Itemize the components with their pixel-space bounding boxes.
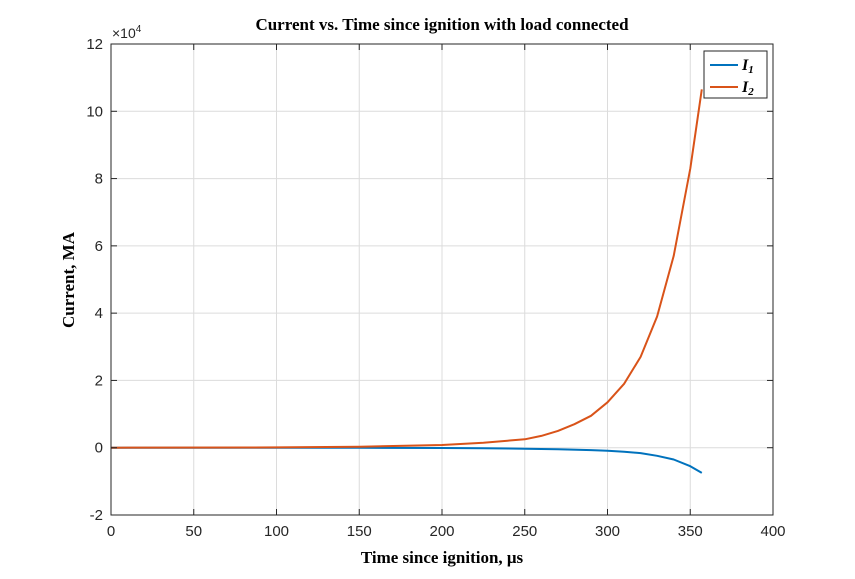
- legend-label-i1-name: I: [741, 57, 749, 74]
- x-tick-label: 0: [107, 523, 115, 540]
- legend-label-i2: I2: [741, 79, 754, 98]
- legend-label-i2-sub: 2: [747, 86, 754, 98]
- series-line-i1: [111, 446, 703, 474]
- y-tick-label: 6: [95, 238, 103, 255]
- x-tick-label: 150: [347, 523, 372, 540]
- x-tick-label: 50: [185, 523, 202, 540]
- series-layer: [110, 89, 703, 474]
- series-line-i2: [110, 89, 703, 449]
- x-tick-label: 250: [512, 523, 537, 540]
- x-tick-label: 300: [595, 523, 620, 540]
- y-tick-label: 12: [86, 36, 103, 53]
- y-tick-label: 0: [95, 440, 103, 457]
- y-tick-label: -2: [90, 507, 103, 524]
- x-tick-label: 100: [264, 523, 289, 540]
- exponent-base: ×10: [112, 25, 136, 41]
- legend-box: [703, 50, 768, 99]
- chart-title: Current vs. Time since ignition with loa…: [255, 15, 629, 34]
- exponent-power: 4: [136, 24, 142, 35]
- y-tick-label: 10: [86, 103, 103, 120]
- legend-label-i1-sub: 1: [748, 64, 754, 76]
- x-tick-label: 200: [429, 523, 454, 540]
- y-axis-exponent: ×104: [112, 24, 142, 41]
- y-tick-label: 2: [95, 372, 103, 389]
- y-tick-label: 4: [95, 305, 103, 322]
- legend-label-i1: I1: [741, 57, 754, 76]
- x-axis-label: Time since ignition, μs: [361, 548, 524, 567]
- axis-ticks: [110, 43, 774, 516]
- legend: I1 I2: [703, 50, 768, 99]
- x-tick-labels: 0 50 100 150 200 250 300 350 400: [107, 523, 786, 540]
- y-tick-labels: -2 0 2 4 6 8 10 12: [86, 36, 103, 524]
- legend-label-i2-name: I: [741, 79, 749, 96]
- x-tick-label: 350: [678, 523, 703, 540]
- y-tick-label: 8: [95, 171, 103, 188]
- x-tick-label: 400: [760, 523, 785, 540]
- y-axis-label: Current, MA: [59, 231, 78, 328]
